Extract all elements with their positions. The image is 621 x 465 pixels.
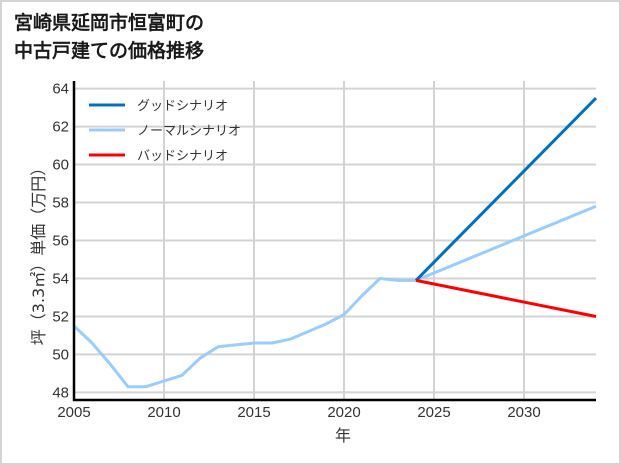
y-axis-label: 坪（3.3㎡）単価（万円）	[29, 160, 48, 345]
y-tick-label: 58	[52, 195, 69, 212]
y-tick-label: 56	[52, 233, 69, 250]
y-tick-label: 64	[52, 81, 69, 98]
x-tick-label: 2015	[237, 404, 270, 421]
x-tick-label: 2005	[57, 404, 90, 421]
y-tick-label: 62	[52, 119, 69, 136]
y-tick-label: 54	[52, 270, 69, 287]
legend-label: バッドシナリオ	[137, 149, 228, 164]
series-line-1	[72, 204, 597, 389]
x-tick-label: 2025	[417, 404, 450, 421]
x-tick-label: 2020	[327, 404, 360, 421]
y-tick-label: 60	[52, 157, 69, 174]
chart-title: 宮崎県延岡市恒富町の 中古戸建ての価格推移	[14, 9, 204, 65]
data-series	[72, 97, 598, 389]
x-tick-label: 2030	[507, 404, 540, 421]
x-axis-label: 年	[335, 426, 351, 445]
chart-title-line2: 中古戸建ての価格推移	[14, 40, 205, 62]
chart-title-line1: 宮崎県延岡市恒富町の	[14, 12, 205, 34]
y-tick-label: 50	[52, 346, 69, 363]
legend-label: グッドシナリオ	[137, 99, 228, 114]
y-tick-label: 52	[52, 308, 69, 325]
x-tick-label: 2010	[147, 404, 180, 421]
tick-labels: 48 50 52 54 56 58 60 62 64 2005 2010 2015 2020 2025 20…	[52, 81, 540, 421]
series-line-0	[414, 97, 598, 282]
legend-label: ノーマルシナリオ	[137, 124, 241, 139]
series-line-2	[415, 278, 597, 318]
y-tick-label: 48	[52, 384, 69, 401]
axes	[72, 81, 596, 402]
